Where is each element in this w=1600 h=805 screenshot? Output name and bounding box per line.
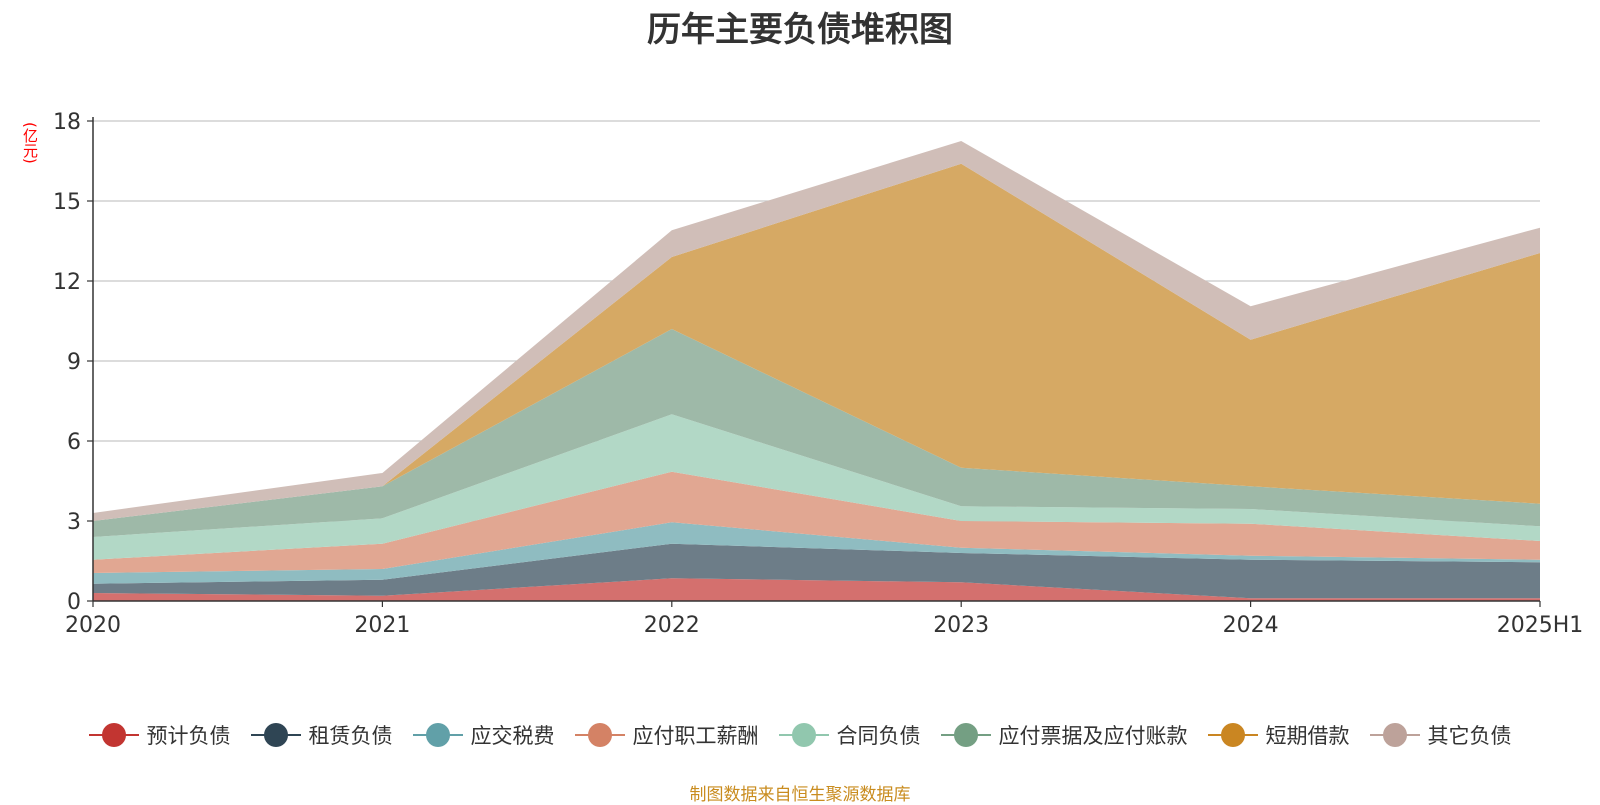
x-tick-label: 2023 [933,613,989,638]
legend-marker-icon [1207,723,1258,747]
legend-item-0[interactable]: 预计负债 [88,720,231,750]
y-tick-label: 18 [53,110,81,135]
axes [87,117,1541,607]
x-tick-label: 2025H1 [1497,613,1584,638]
y-tick-label: 9 [67,350,81,375]
area-series-4[interactable] [93,414,1540,560]
legend-label: 应付职工薪酬 [632,724,759,748]
x-tick-label: 2024 [1223,613,1279,638]
legend-marker-icon [412,723,463,747]
legend-marker-icon [778,723,829,747]
y-axis-unit-label: (亿元) [21,122,39,164]
x-tick-label: 2021 [354,613,410,638]
area-series-0[interactable] [93,578,1540,601]
legend-label: 合同负债 [836,724,921,748]
x-tick-label: 2022 [644,613,700,638]
legend-label: 应交税费 [470,724,555,748]
x-tick-label: 2020 [65,613,121,638]
series-areas [93,141,1540,601]
legend-marker-icon [1369,723,1420,747]
y-tick-label: 6 [67,430,81,455]
area-series-5[interactable] [93,329,1540,537]
legend-label: 应付票据及应付账款 [998,724,1188,748]
legend-label: 预计负债 [146,724,231,748]
area-series-3[interactable] [93,471,1540,573]
legend-marker-icon [940,723,991,747]
chart-title: 历年主要负债堆积图 [647,10,953,50]
legend-item-2[interactable]: 应交税费 [412,720,555,750]
legend-item-1[interactable]: 租赁负债 [250,720,393,750]
source-note: 制图数据来自恒生聚源数据库 [689,785,911,805]
legend-item-7[interactable]: 其它负债 [1369,720,1512,750]
y-tick-label: 0 [67,590,81,615]
legend-marker-icon [574,723,625,747]
legend-label: 其它负债 [1427,724,1512,748]
legend-item-4[interactable]: 合同负债 [778,720,921,750]
legend-label: 租赁负债 [308,724,393,748]
legend-item-6[interactable]: 短期借款 [1207,720,1350,750]
legend-item-3[interactable]: 应付职工薪酬 [574,720,759,750]
y-tick-label: 3 [67,510,81,535]
y-tick-label: 15 [53,190,81,215]
legend-label: 短期借款 [1265,724,1350,748]
area-series-1[interactable] [93,543,1540,599]
area-series-2[interactable] [93,522,1540,584]
y-tick-label: 12 [53,270,81,295]
legend-marker-icon [250,723,301,747]
legend-marker-icon [88,723,139,747]
area-series-6[interactable] [93,163,1540,521]
area-series-7[interactable] [93,141,1540,521]
legend: 预计负债 租赁负债 应交税费 应付职工薪酬 合同负债 应付票据及应付账款 短期借款 其它负债 [0,720,1600,750]
tick-labels: 0 3 6 9 12 15 18 2020 2021 2022 2023 2024 2025H1 [53,110,1583,638]
legend-item-5[interactable]: 应付票据及应付账款 [940,720,1188,750]
